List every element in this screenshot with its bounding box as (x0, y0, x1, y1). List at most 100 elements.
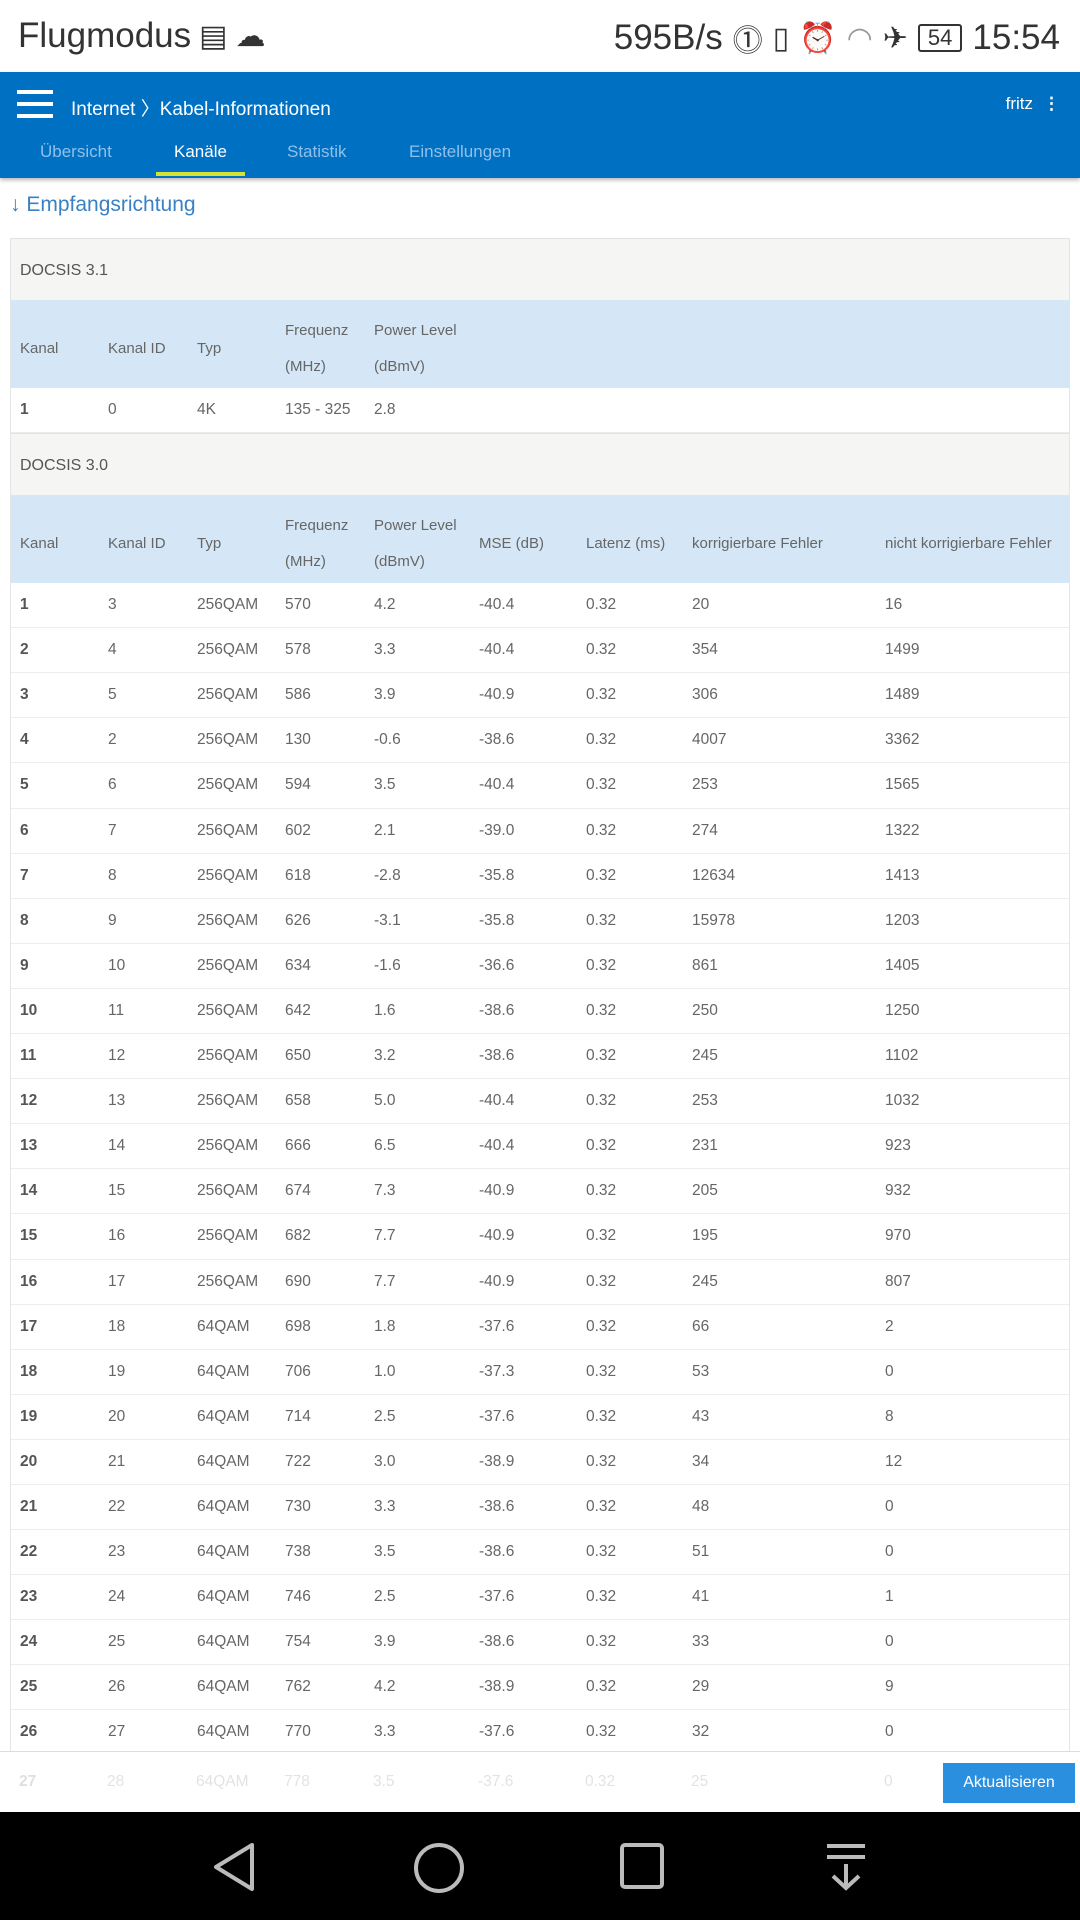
table-cell: 20 (692, 596, 710, 614)
more-vert-icon[interactable]: ⋮ (1043, 94, 1060, 113)
user-name[interactable]: fritz (1005, 94, 1033, 113)
table-row: 4 2 256QAM 130 -0.6 -38.6 0.32 4007 3362 (11, 718, 1069, 764)
table-cell: 0.32 (586, 1317, 617, 1335)
tab-uebersicht[interactable]: Übersicht (40, 142, 112, 161)
table-cell: 5 (20, 776, 29, 794)
table-cell: 0 (108, 401, 117, 418)
column-header: (dBmV) (374, 358, 425, 375)
table-cell: -39.0 (479, 821, 515, 839)
table-cell: 0.32 (586, 1723, 617, 1741)
table-cell: 33 (692, 1633, 710, 1651)
table-cell: 0.32 (586, 1092, 617, 1110)
table-row: 8 9 256QAM 626 -3.1 -35.8 0.32 15978 1203 (11, 899, 1069, 944)
table-cell: 0.32 (586, 1227, 617, 1245)
table-cell: 0.32 (586, 1407, 617, 1425)
tab-kanaele[interactable]: Kanäle (156, 142, 245, 176)
table-cell: 195 (692, 1227, 718, 1245)
table-cell: 16 (108, 1227, 126, 1245)
table-row: 23 24 64QAM 746 2.5 -37.6 0.32 41 1 (11, 1575, 1069, 1621)
table-cell: 22 (20, 1543, 38, 1561)
table-cell: 256QAM (197, 1047, 259, 1065)
table-row: 13 14 256QAM 666 6.5 -40.4 0.32 231 923 (11, 1124, 1069, 1170)
table-cell: 0.32 (586, 1272, 617, 1290)
table-cell: 8 (108, 866, 117, 884)
table-cell: 24 (108, 1588, 126, 1606)
table-cell: -40.4 (479, 776, 515, 794)
table-cell: 16 (885, 596, 903, 614)
table-cell: -35.8 (479, 911, 515, 929)
table-cell: 135 - 325 (285, 401, 351, 418)
back-icon[interactable] (210, 1842, 260, 1892)
table-cell: 4 (20, 731, 29, 749)
tab-einstellungen[interactable]: Einstellungen (409, 142, 512, 161)
notification-pull-icon[interactable] (825, 1842, 867, 1892)
table-cell: 7.7 (374, 1272, 396, 1290)
table-cell: -38.6 (479, 731, 515, 749)
table-cell: 1 (885, 1588, 894, 1606)
table-cell: -37.6 (479, 1407, 515, 1425)
table-cell: 0.32 (586, 1678, 617, 1696)
tab-statistik[interactable]: Statistik (287, 142, 347, 161)
recents-icon[interactable] (619, 1842, 665, 1892)
table-cell: 2.5 (374, 1407, 396, 1425)
table-cell: 130 (285, 731, 311, 749)
column-header: Kanal ID (108, 535, 166, 553)
direction-heading[interactable]: ↓ Empfangsrichtung (10, 193, 196, 216)
breadcrumb[interactable]: Internet 〉Kabel-Informationen (71, 99, 331, 120)
table-cell: 738 (285, 1543, 311, 1561)
table-cell: 0.32 (586, 821, 617, 839)
table-cell: 861 (692, 956, 718, 974)
refresh-button[interactable]: Aktualisieren (943, 1763, 1075, 1803)
table-cell: 0.32 (586, 1362, 617, 1380)
column-header: Power Level (374, 517, 457, 535)
table-cell: 64QAM (197, 1723, 250, 1741)
table-cell: 9 (885, 1678, 894, 1696)
table-cell: 256QAM (197, 1272, 259, 1290)
table-cell: 4.2 (374, 596, 396, 614)
table-cell: 23 (108, 1543, 126, 1561)
table-cell: 1250 (885, 1001, 920, 1019)
footer-bar: 27 28 64QAM 778 3.5 -37.6 0.32 25 0 Aktualisiere… (0, 1751, 1080, 1812)
table-cell: -40.9 (479, 1182, 515, 1200)
table-cell: 17 (20, 1317, 38, 1335)
hamburger-menu-icon[interactable] (17, 90, 53, 118)
table-cell: 64QAM (196, 1773, 249, 1790)
table-cell: -38.9 (479, 1452, 515, 1470)
column-header: Typ (197, 535, 222, 553)
table-cell: 256QAM (197, 866, 259, 884)
table-cell: 658 (285, 1092, 311, 1110)
table-cell: 24 (20, 1633, 38, 1651)
table-cell: 64QAM (197, 1497, 250, 1515)
table-cell: 15 (20, 1227, 38, 1245)
table-cell: 7.3 (374, 1182, 396, 1200)
table-cell: 0.32 (586, 1182, 617, 1200)
table-cell: 0.32 (586, 956, 617, 974)
table-cell: 22 (108, 1497, 126, 1515)
table-cell: 64QAM (197, 1678, 250, 1696)
app-header: Internet 〉Kabel-Informationen fritz ⋮ Übe… (0, 72, 1080, 178)
table-cell: 0.32 (586, 1137, 617, 1155)
home-icon[interactable] (413, 1842, 465, 1894)
table-cell: 0 (885, 1723, 894, 1741)
table-cell: 0.32 (586, 686, 617, 704)
table-cell: 32 (692, 1723, 710, 1741)
column-header: (dBmV) (374, 553, 425, 571)
column-header: MSE (dB) (479, 535, 545, 553)
table-cell: 256QAM (197, 1182, 259, 1200)
table-row: 15 16 256QAM 682 7.7 -40.9 0.32 195 970 (11, 1214, 1069, 1260)
section-title-docsis30: DOCSIS 3.0 (11, 433, 1069, 496)
table-cell: 256QAM (197, 641, 259, 659)
table-row: 14 15 256QAM 674 7.3 -40.9 0.32 205 932 (11, 1169, 1069, 1215)
table-cell: -40.4 (479, 1137, 515, 1155)
table-row: 16 17 256QAM 690 7.7 -40.9 0.32 245 807 (11, 1260, 1069, 1305)
user-menu[interactable]: fritz ⋮ (1006, 94, 1060, 114)
table-row: 22 23 64QAM 738 3.5 -38.6 0.32 51 0 (11, 1530, 1069, 1576)
column-header: Latenz (ms) (586, 535, 666, 553)
table-cell: 3.3 (374, 1497, 396, 1515)
table-cell: 0.32 (586, 596, 617, 614)
table-cell: 2 (885, 1317, 894, 1335)
table-cell: 28 (107, 1773, 125, 1790)
column-header: Frequenz (285, 517, 349, 535)
table-cell: 0 (885, 1362, 894, 1380)
table-row: 12 13 256QAM 658 5.0 -40.4 0.32 253 1032 (11, 1079, 1069, 1125)
